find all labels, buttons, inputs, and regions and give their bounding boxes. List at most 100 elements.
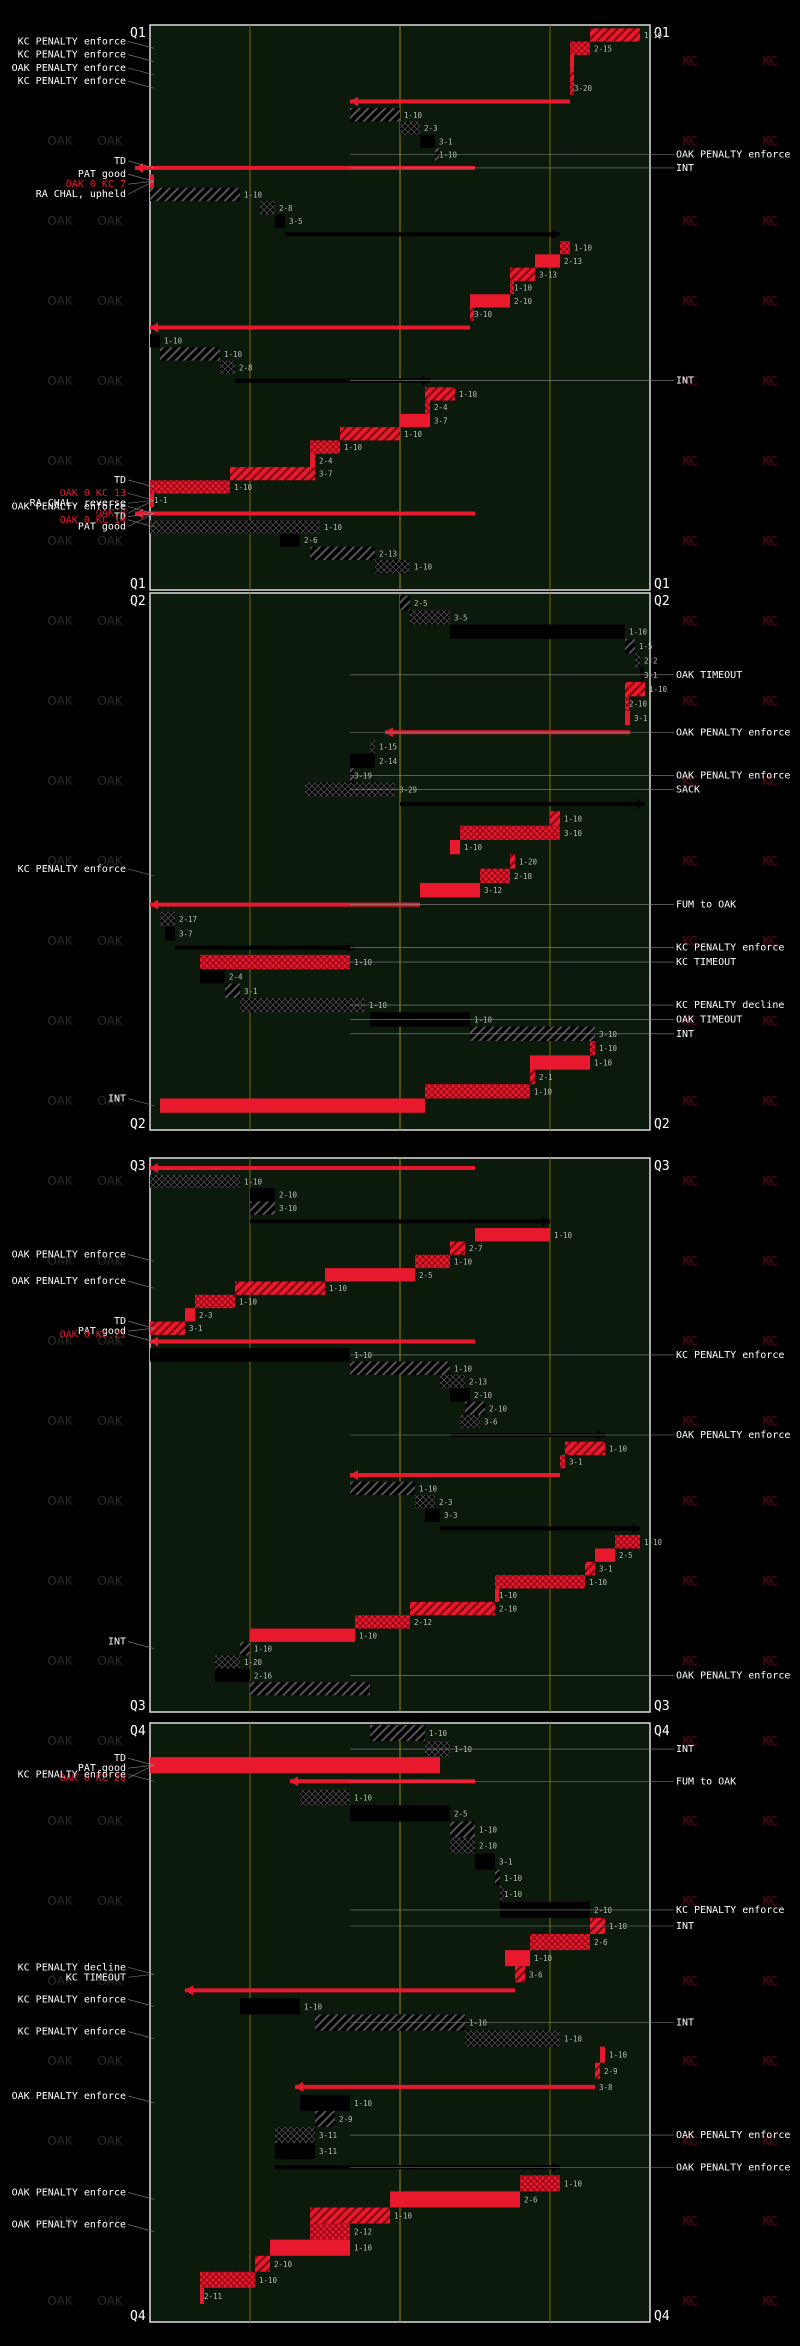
play-2-16: 1-10: [550, 811, 583, 826]
kick-arrow: [350, 1470, 358, 1481]
left-annotation: TD: [114, 1753, 126, 1764]
play-bar: [250, 1201, 275, 1215]
watermark-text: KC: [682, 214, 698, 228]
annotation-leader: [127, 1327, 155, 1332]
play-4-23: 3-8: [295, 2081, 613, 2092]
down-distance-label: 1-10: [304, 2002, 323, 2011]
annotation-leader: [127, 67, 155, 76]
watermark-text: OAK: [47, 1094, 73, 1108]
play-2-29: 1-10: [240, 997, 388, 1013]
play-3-11: 1-10: [195, 1294, 258, 1309]
watermark-text: KC: [682, 1174, 698, 1188]
play-1-15: 3-5: [275, 214, 303, 228]
play-bar: [275, 2127, 315, 2144]
play-2-3: 1-10: [450, 624, 648, 639]
play-4-32: 2-12: [310, 2223, 372, 2240]
left-annotation: PAT good: [78, 1326, 126, 1337]
play-bar: [215, 1655, 240, 1669]
play-bar: [350, 1361, 450, 1375]
kick-arrow: [295, 2081, 303, 2092]
left-annotation: TD: [114, 475, 126, 486]
quarter-panel-3: Q3 Q3 Q3 Q3 1-10 2-10 3-10 1-10 2-7 1-10 2-5 1-10 1-…: [130, 1157, 670, 1714]
play-4-9: 3-1: [475, 1853, 513, 1870]
play-4-27: 3-11: [275, 2143, 337, 2160]
play-bar: [570, 81, 574, 95]
play-bar: [465, 1401, 485, 1415]
play-bar: [475, 1228, 550, 1242]
watermark-text: OAK: [47, 614, 73, 628]
down-distance-label: 2-9: [604, 2067, 618, 2076]
right-annotation: INT: [676, 2018, 694, 2029]
watermark-text: KC: [682, 1494, 698, 1508]
watermark-text: KC: [762, 54, 778, 68]
play-bar: [165, 926, 175, 941]
down-distance-label: 1-10: [459, 390, 478, 399]
play-bar: [625, 710, 630, 726]
play-bar: [450, 1821, 475, 1838]
play-bar: [195, 1294, 235, 1309]
right-annotation: OAK PENALTY enforce: [676, 2162, 790, 2173]
down-distance-label: 1-10: [224, 350, 243, 359]
watermark-text: OAK: [47, 774, 73, 788]
watermark-text: KC: [682, 1814, 698, 1828]
watermark-text: KC: [762, 1574, 778, 1588]
play-bar: [505, 1950, 530, 1967]
annotation-leader: [127, 1334, 155, 1342]
down-distance-label: 3-6: [484, 1418, 498, 1427]
play-2-27: 2-4: [200, 969, 243, 984]
play-2-34: 2-1: [530, 1069, 553, 1085]
play-bar: [310, 546, 375, 561]
down-distance-label: 1-10: [454, 1257, 473, 1266]
right-annotation: KC PENALTY decline: [676, 1000, 784, 1011]
left-annotation: TD: [114, 512, 126, 523]
annotation-leader: [127, 1764, 155, 1779]
down-distance-label: 3-1: [569, 1458, 583, 1467]
play-bar: [560, 241, 570, 255]
watermark-text: OAK: [47, 1814, 73, 1828]
down-distance-label: 1-10: [354, 1793, 373, 1802]
play-4-5: 1-10: [300, 1789, 373, 1806]
kick-arrow: [185, 1985, 193, 1996]
down-distance-label: 1-20: [519, 858, 538, 867]
left-annotation: OAK PENALTY enforce: [12, 2187, 126, 2198]
play-1-5: 3-20: [570, 81, 593, 95]
watermark-text: OAK: [47, 294, 73, 308]
down-distance-label: 2-7: [469, 1244, 483, 1253]
play-2-33: 1-10: [530, 1055, 613, 1070]
down-distance-label: 2-10: [479, 1842, 498, 1851]
down-distance-label: 3-1: [644, 671, 658, 680]
play-bar: [255, 2255, 270, 2272]
watermark-text: KC: [762, 454, 778, 468]
quarter-label: Q4: [130, 2309, 146, 2324]
play-4-22: 2-9: [595, 2062, 618, 2079]
right-annotation: INT: [676, 1744, 694, 1755]
play-bar: [350, 108, 400, 122]
play-bar: [530, 1069, 535, 1085]
play-bar: [270, 2239, 350, 2256]
left-annotation: RA CHAL, reverse: [30, 498, 126, 509]
play-bar: [460, 825, 560, 840]
down-distance-label: 3-1: [244, 987, 258, 996]
left-annotation: KC PENALTY enforce: [18, 1994, 126, 2005]
watermark-text: OAK: [97, 934, 123, 948]
watermark-text: OAK: [97, 774, 123, 788]
left-annotation: OAK 0 KC 14: [60, 515, 126, 526]
down-distance-label: 3-1: [634, 714, 648, 723]
watermark-text: OAK: [47, 854, 73, 868]
left-annotation: OAK PENALTY enforce: [12, 2091, 126, 2102]
down-distance-label: 1-10: [589, 1578, 608, 1587]
watermark-text: KC: [762, 134, 778, 148]
watermark-text: OAK: [97, 1014, 123, 1028]
kick-arrow: [632, 1523, 640, 1534]
left-annotation: KC PENALTY enforce: [18, 864, 126, 875]
play-bar: [150, 1174, 240, 1189]
watermark-text: KC: [762, 694, 778, 708]
kick-arrow: [150, 1163, 158, 1173]
play-3-7: 2-7: [450, 1241, 483, 1255]
down-distance-label: 2-6: [524, 2195, 538, 2204]
watermark-text: OAK: [97, 454, 123, 468]
watermark-text: KC: [682, 2214, 698, 2228]
right-annotation: SACK: [676, 785, 700, 796]
watermark-text: OAK: [47, 1414, 73, 1428]
play-bar: [475, 1853, 495, 1870]
